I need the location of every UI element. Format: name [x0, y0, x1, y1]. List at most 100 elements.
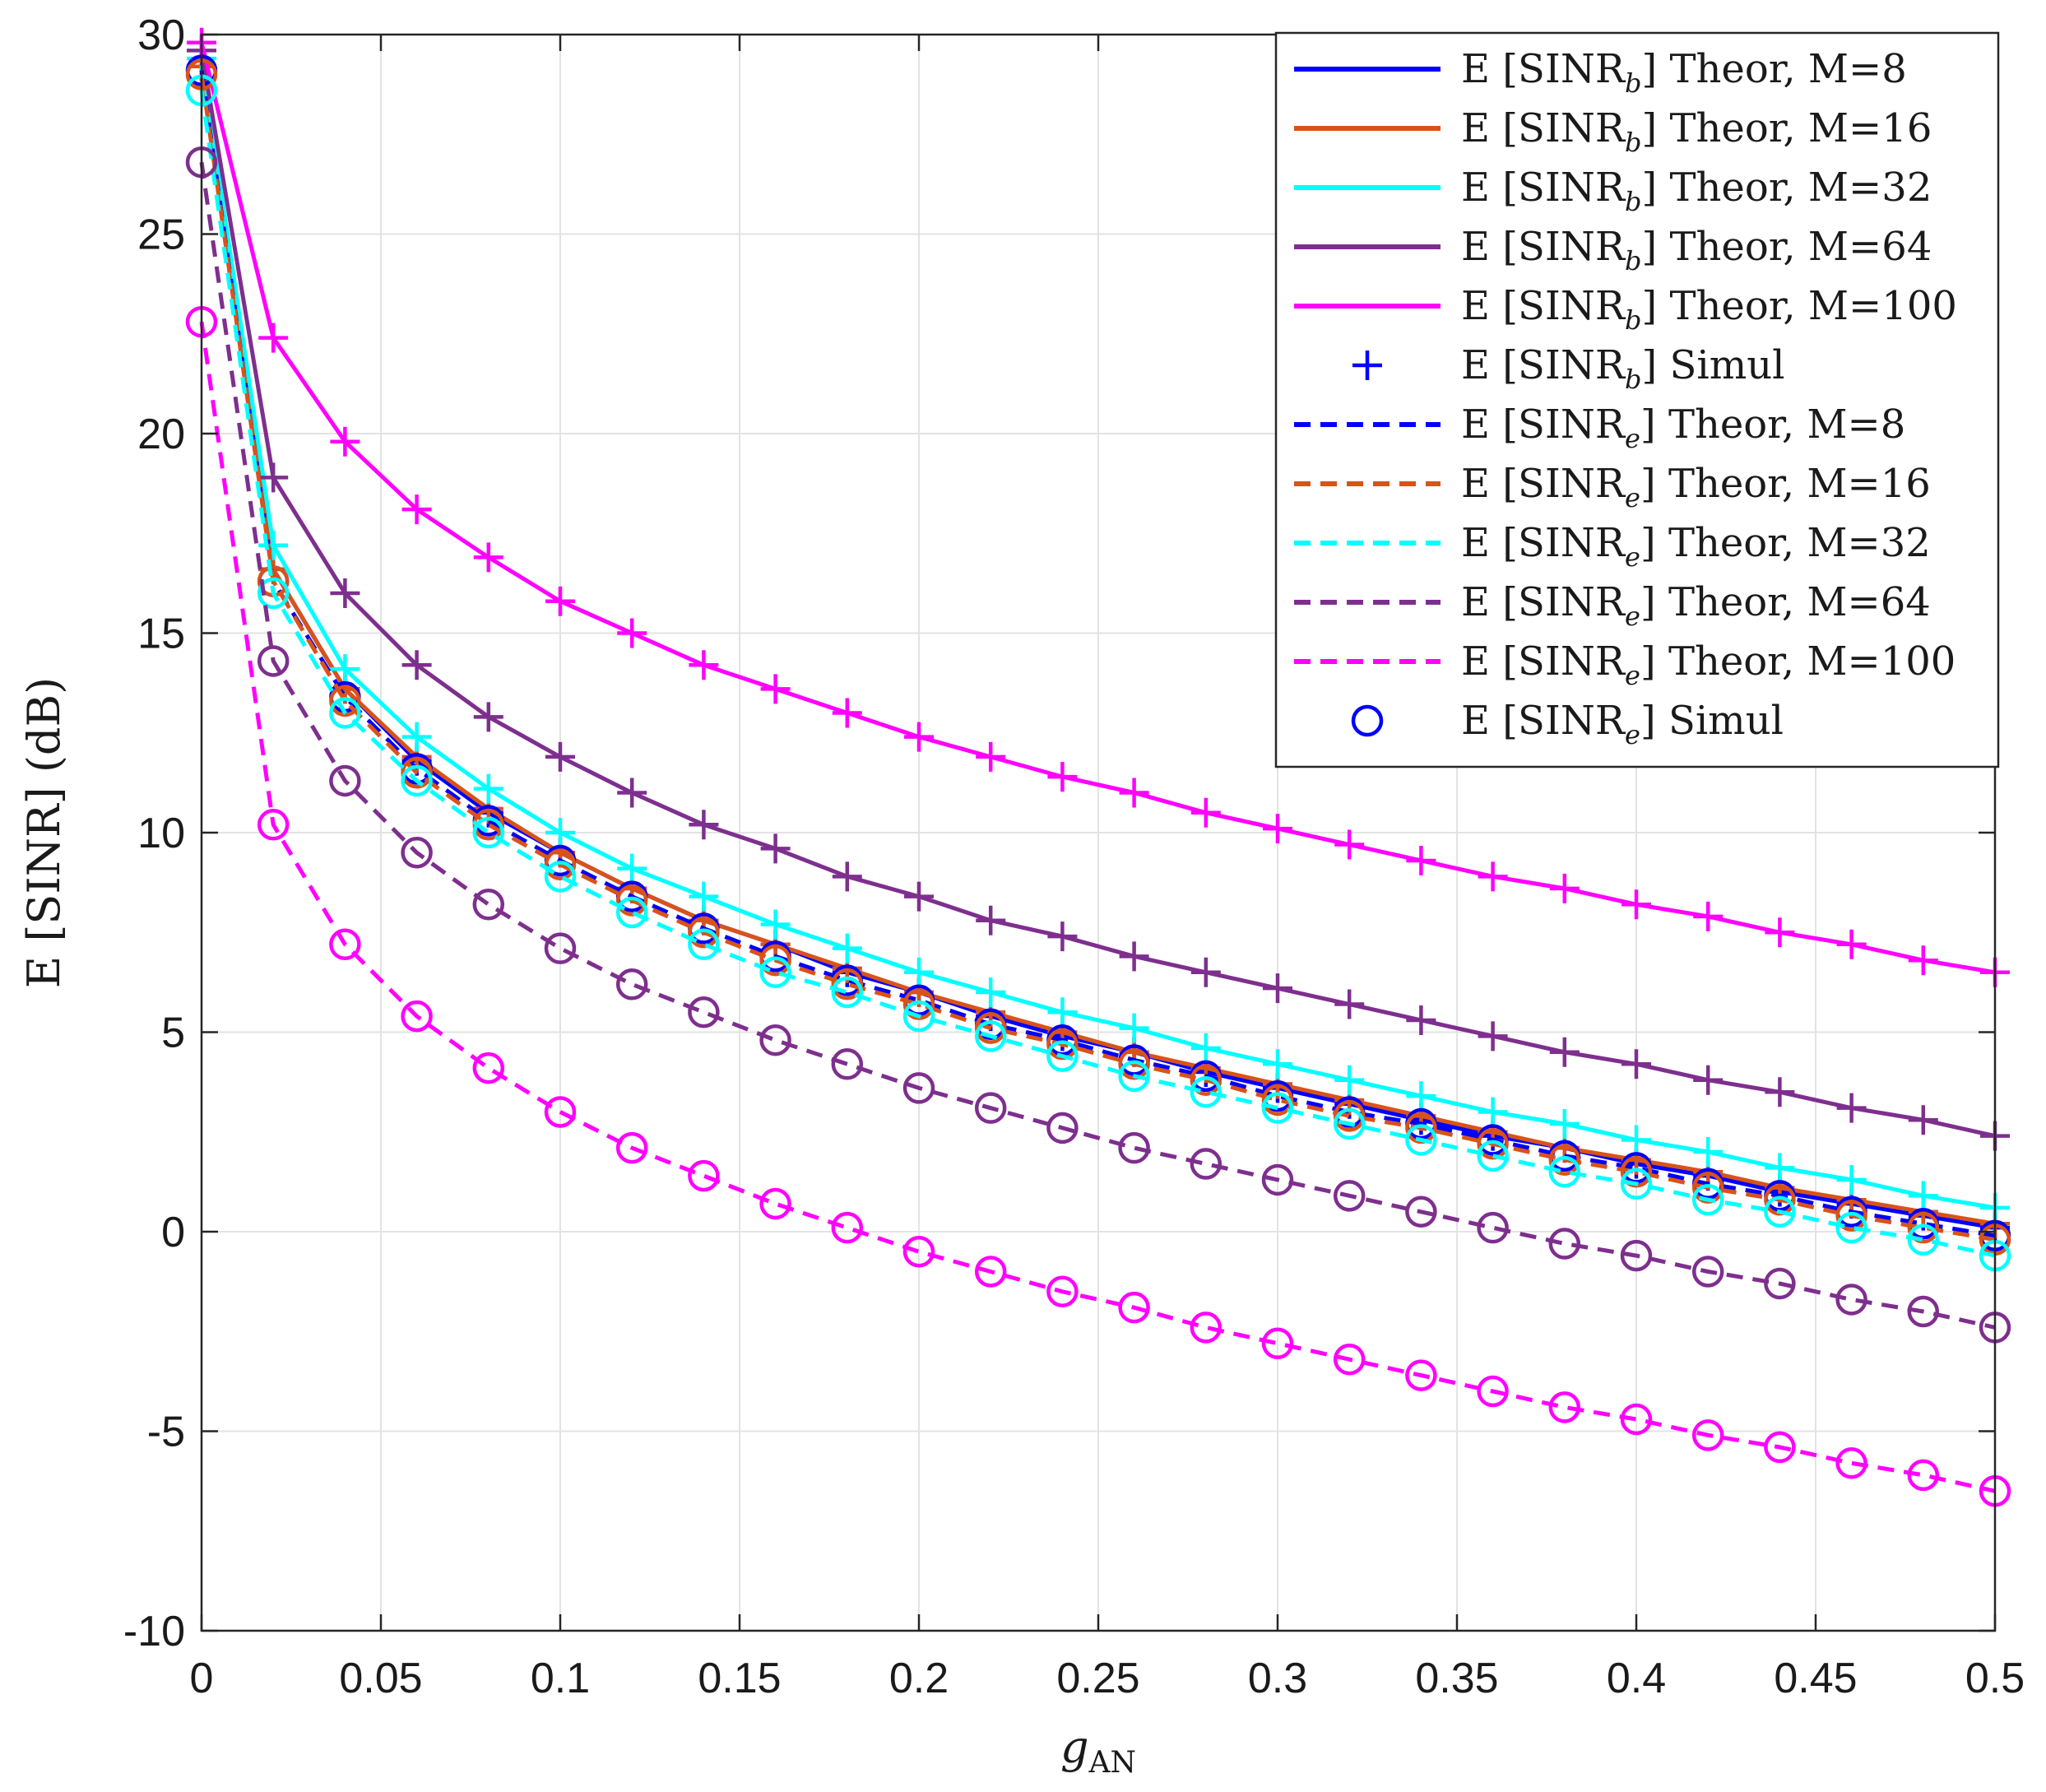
data-point [1549, 873, 1580, 903]
data-point [1693, 901, 1724, 931]
y-tick-label: 20 [137, 411, 185, 458]
x-tick-label: 0.15 [698, 1655, 781, 1702]
data-point [1908, 1181, 1938, 1211]
legend-label-main: E [SINR [1461, 283, 1626, 329]
legend-label: E [SINRb] Theor, M=64 [1461, 224, 1932, 276]
legend-label-sub: b [1625, 364, 1641, 395]
data-point [1333, 1343, 1366, 1376]
data-point [615, 968, 648, 1000]
data-point [1046, 1275, 1079, 1307]
data-point [1263, 1049, 1292, 1079]
data-point [544, 932, 577, 964]
data-point [1405, 1195, 1437, 1228]
data-point [1333, 1100, 1366, 1132]
data-point [1119, 778, 1149, 808]
y-tick-label: 10 [137, 810, 185, 857]
data-point [401, 494, 432, 525]
data-point [759, 956, 791, 988]
data-point [257, 809, 290, 841]
data-point [1478, 861, 1508, 892]
data-point [473, 542, 503, 573]
data-point [1621, 1049, 1651, 1079]
data-point [1405, 1359, 1437, 1391]
legend-label-rest: ] Theor, M=64 [1642, 224, 1932, 270]
legend-label-rest: ] Simul [1640, 698, 1784, 744]
y-tick-label: -10 [123, 1608, 185, 1655]
data-point [1691, 1419, 1724, 1451]
legend-label-rest: ] Theor, M=100 [1640, 638, 1956, 685]
data-point [831, 968, 864, 1000]
legend-entry: E [SINRb] Theor, M=64 [1294, 224, 1932, 276]
data-point [1548, 1228, 1581, 1260]
legend-label-rest: ] Theor, M=64 [1640, 579, 1931, 625]
legend-label-main: E [SINR [1461, 342, 1626, 388]
legend-label: E [SINRe] Theor, M=8 [1461, 402, 1905, 454]
data-point [1835, 1284, 1867, 1316]
legend-entry: E [SINRe] Theor, M=100 [1294, 638, 1956, 691]
legend-entry: E [SINRb] Theor, M=16 [1294, 105, 1932, 158]
legend-label-sub: b [1625, 186, 1641, 217]
legend-label-sub: e [1625, 482, 1640, 513]
series-6 [185, 58, 2011, 1256]
data-point [831, 976, 864, 1009]
data-point [401, 837, 433, 869]
legend-label-main: E [SINR [1461, 402, 1626, 448]
data-point [544, 1096, 577, 1128]
data-point [1261, 1084, 1294, 1117]
data-point [1334, 989, 1365, 1019]
data-point [760, 833, 791, 864]
data-point [689, 810, 719, 840]
legend-label: E [SINRe] Theor, M=32 [1461, 520, 1931, 573]
series-line [199, 49, 1996, 1139]
data-point [832, 698, 862, 728]
data-point [1406, 1005, 1436, 1035]
legend-label: E [SINRb] Theor, M=8 [1461, 46, 1907, 99]
data-point [615, 884, 648, 917]
legend-label-main: E [SINR [1461, 698, 1626, 744]
data-point [1835, 1211, 1867, 1244]
legend-entry: E [SINRb] Theor, M=100 [1294, 283, 1957, 336]
data-point [904, 881, 934, 912]
x-tick-label: 0.4 [1607, 1655, 1666, 1702]
legend-label-main: E [SINR [1461, 46, 1626, 92]
legend-label: E [SINRe] Theor, M=16 [1461, 461, 1931, 513]
data-point [759, 944, 791, 977]
data-point [401, 650, 432, 680]
data-point [1620, 1239, 1653, 1272]
legend-label-sub: b [1625, 245, 1641, 276]
legend-label: E [SINRe] Theor, M=64 [1461, 579, 1931, 632]
legend-label-main: E [SINR [1461, 105, 1626, 151]
legend-label-main: E [SINR [1461, 520, 1626, 566]
data-point [1190, 1076, 1222, 1108]
axis-ticks: 0 0.05 0.1 0.15 0.2 0.25 0.3 0.35 0.4 0.45 0.5 -10 -… [123, 12, 2025, 1702]
data-point [688, 1159, 720, 1192]
data-point [401, 1000, 433, 1033]
data-point [1261, 1092, 1294, 1124]
data-point [1118, 1291, 1150, 1324]
legend-label-sub: e [1625, 423, 1640, 454]
legend-label-rest: ] Theor, M=100 [1642, 283, 1957, 329]
data-point [902, 1236, 935, 1268]
data-point [1478, 1097, 1508, 1127]
data-point [329, 697, 361, 729]
data-point [1478, 1021, 1508, 1052]
data-point [974, 1092, 1007, 1124]
data-point [1764, 1267, 1796, 1300]
legend-label-main: E [SINR [1461, 638, 1626, 685]
legend-label: E [SINRe] Theor, M=100 [1461, 638, 1956, 691]
legend-label-main: E [SINR [1461, 579, 1626, 625]
data-point [545, 741, 575, 772]
legend-entry: E [SINRe] Simul [1351, 698, 1784, 750]
data-point [1691, 1256, 1724, 1288]
data-point [1836, 1093, 1867, 1123]
data-point [902, 1072, 935, 1104]
data-point [1907, 1459, 1940, 1492]
data-point [473, 773, 503, 804]
data-point [904, 957, 934, 987]
data-point [1548, 1156, 1581, 1188]
data-point [902, 1000, 935, 1033]
data-point [617, 618, 647, 648]
x-tick-label: 0.05 [339, 1655, 422, 1702]
x-axis-label-sub: AN [1088, 1746, 1137, 1780]
data-point [974, 1020, 1007, 1052]
